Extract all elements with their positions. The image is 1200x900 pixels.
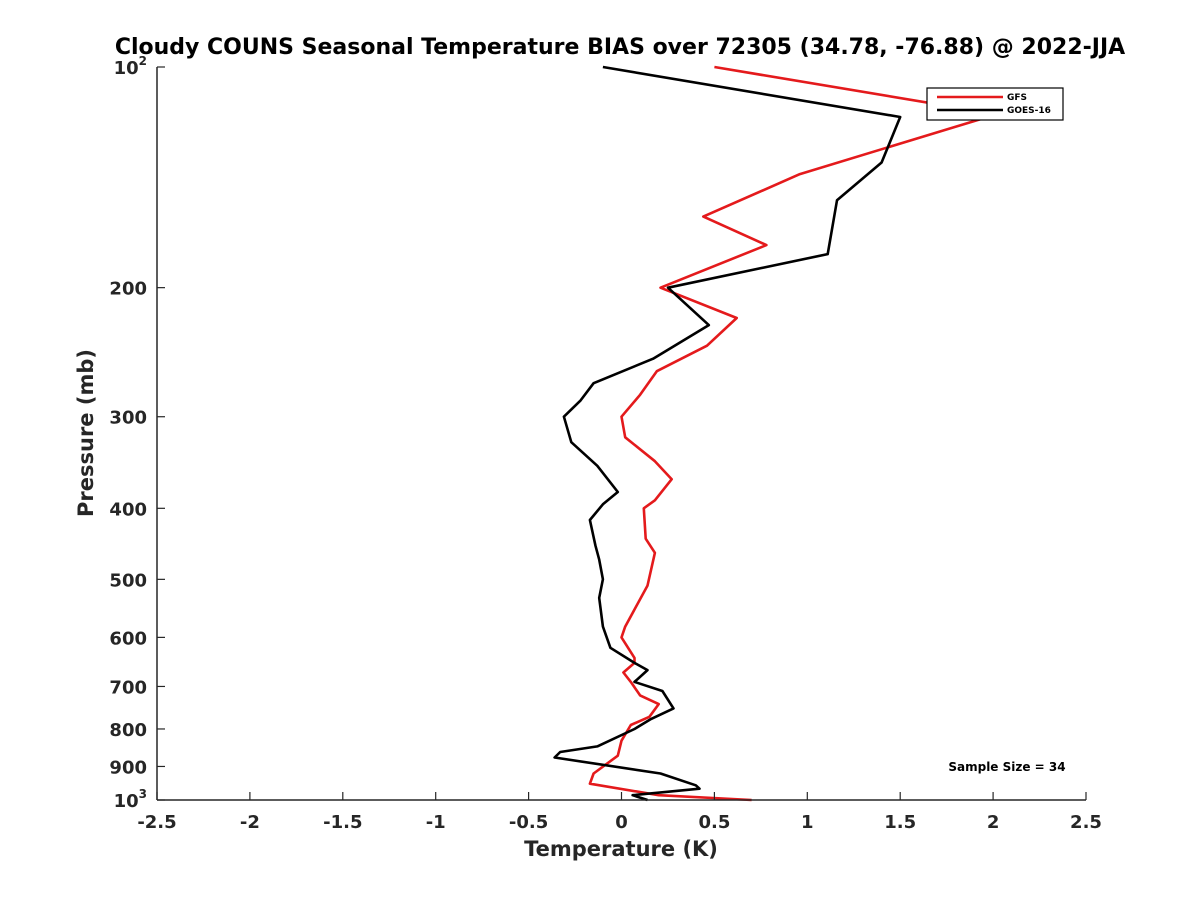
y-tick-label: 900 [109, 757, 147, 778]
x-tick-label: -2.5 [137, 812, 176, 833]
x-tick-label: -1 [426, 812, 446, 833]
sample-size-annotation: Sample Size = 34 [948, 760, 1065, 774]
plot-area [157, 67, 1086, 800]
y-tick-label-exponent: 3 [139, 787, 147, 801]
y-tick-label-base: 600 [109, 628, 147, 649]
series-line-goes-16 [553, 65, 902, 802]
x-tick-label: -2 [240, 812, 260, 833]
y-tick-label-exponent: 2 [139, 54, 147, 68]
y-tick-label: 103 [114, 787, 147, 812]
y-tick-label-base: 200 [109, 279, 147, 300]
x-tick-label: 2.5 [1070, 812, 1102, 833]
legend: GFS GOES-16 [926, 87, 1064, 121]
y-tick-label-base: 800 [109, 720, 147, 741]
x-tick-label: -0.5 [509, 812, 548, 833]
series-layer [553, 65, 999, 802]
x-tick-label: 2 [987, 812, 1000, 833]
legend-label: GOES-16 [1007, 106, 1051, 116]
y-axis-label: Pressure (mb) [74, 349, 98, 517]
x-tick-label: 0 [615, 812, 628, 833]
y-tick-label: 800 [109, 720, 147, 741]
y-tick-label-base: 10 [114, 791, 139, 812]
y-tick-label: 102 [114, 54, 147, 79]
x-ticks: -2.5 -2 -1.5 -1 -0.5 0 0.5 1 1.5 2 2.5 [137, 792, 1102, 833]
legend-box [926, 87, 1064, 121]
y-tick-label-base: 400 [109, 499, 147, 520]
x-tick-label: -1.5 [323, 812, 362, 833]
y-tick-label: 400 [109, 499, 147, 520]
y-tick-label: 600 [109, 628, 147, 649]
y-tick-label-base: 500 [109, 570, 147, 591]
x-axis-label: Temperature (K) [524, 837, 718, 861]
y-tick-label-base: 10 [114, 58, 139, 79]
chart-title: Cloudy COUNS Seasonal Temperature BIAS o… [115, 35, 1125, 60]
x-tick-label: 1 [801, 812, 814, 833]
y-tick-label: 300 [109, 408, 147, 429]
x-tick-label: 1.5 [884, 812, 916, 833]
y-tick-label: 700 [109, 677, 147, 698]
x-tick-label: 0.5 [698, 812, 730, 833]
y-tick-label: 500 [109, 570, 147, 591]
y-tick-label-base: 300 [109, 408, 147, 429]
y-tick-label-base: 900 [109, 757, 147, 778]
plot-background [157, 67, 1086, 800]
y-tick-label: 200 [109, 279, 147, 300]
y-tick-label-base: 700 [109, 677, 147, 698]
series-line-gfs [588, 65, 999, 802]
legend-label: GFS [1007, 93, 1027, 103]
